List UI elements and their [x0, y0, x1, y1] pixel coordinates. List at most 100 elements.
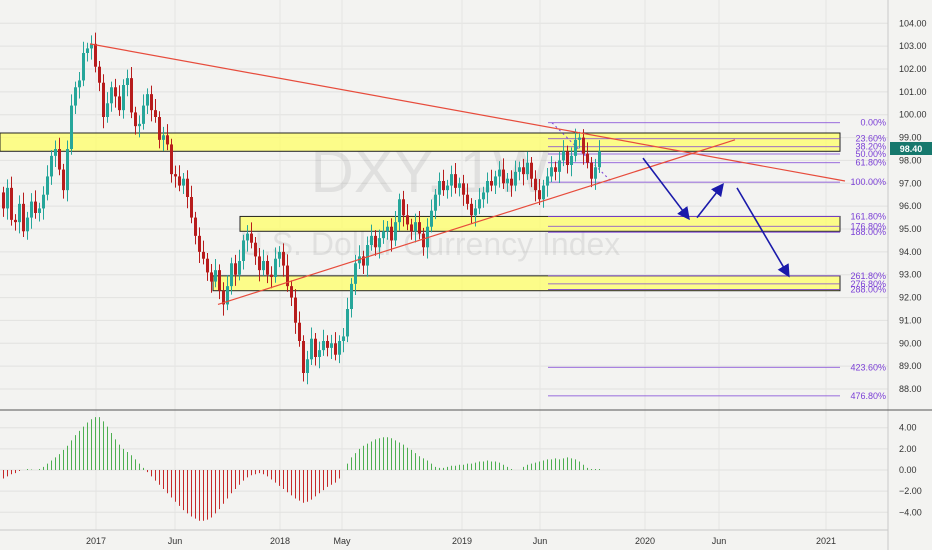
candle-body — [110, 87, 113, 104]
candle-body — [334, 343, 337, 355]
fib-label: 0.00% — [860, 118, 886, 128]
candle-body — [406, 215, 409, 225]
candlestick-series — [2, 32, 601, 385]
candle-body — [254, 242, 257, 257]
fib-label: 188.00% — [850, 227, 886, 237]
candle-body — [314, 338, 317, 357]
histogram-tick-label: −4.00 — [899, 507, 922, 517]
candle-body — [542, 185, 545, 200]
candle-body — [58, 149, 61, 170]
candle-body — [550, 167, 553, 177]
candle-body — [142, 105, 145, 124]
candle-body — [390, 226, 393, 241]
candle-body — [286, 265, 289, 287]
candle-body — [302, 341, 305, 373]
price-tick-label: 104.00 — [899, 18, 927, 28]
candle-body — [122, 85, 125, 111]
fib-label: 23.60% — [855, 134, 886, 144]
fib-label: 176.80% — [850, 221, 886, 231]
candle-body — [246, 233, 249, 241]
candle-body — [446, 185, 449, 191]
candle-body — [410, 224, 413, 232]
fib-label: 100.00% — [850, 177, 886, 187]
candle-body — [454, 174, 457, 188]
candle-body — [150, 94, 153, 111]
price-tick-label: 88.00 — [899, 384, 922, 394]
price-tick-label: 101.00 — [899, 87, 927, 97]
price-tick-label: 91.00 — [899, 315, 922, 325]
price-tick-label: 100.00 — [899, 110, 927, 120]
candle-body — [310, 338, 313, 360]
candle-body — [46, 176, 49, 195]
candle-body — [42, 194, 45, 209]
candle-body — [206, 258, 209, 273]
price-tick-label: 99.00 — [899, 133, 922, 143]
candle-body — [414, 222, 417, 232]
candle-body — [338, 341, 341, 355]
fib-label: 61.80% — [855, 158, 886, 168]
fib-label: 38.20% — [855, 142, 886, 152]
candle-body — [222, 290, 225, 305]
candle-body — [62, 169, 65, 191]
candle-body — [66, 149, 69, 191]
candle-body — [106, 103, 109, 117]
candle-body — [6, 187, 9, 209]
candle-body — [38, 208, 41, 213]
candle-body — [558, 160, 561, 172]
candle-body — [262, 261, 265, 271]
histogram-tick-label: 2.00 — [899, 444, 917, 454]
price-tick-label: 89.00 — [899, 361, 922, 371]
projection-arrow — [736, 187, 790, 278]
time-tick-label: 2021 — [816, 536, 836, 546]
candle-body — [54, 149, 57, 156]
candle-body — [574, 139, 577, 156]
candle-body — [242, 240, 245, 261]
candle-body — [562, 151, 565, 161]
candle-body — [30, 201, 33, 218]
price-tick-label: 92.00 — [899, 293, 922, 303]
time-tick-label: 2019 — [452, 536, 472, 546]
candle-body — [458, 183, 461, 188]
fib-label: 261.80% — [850, 271, 886, 281]
candle-body — [214, 270, 217, 282]
candle-body — [514, 171, 517, 186]
candle-body — [146, 94, 149, 106]
price-tick-label: 96.00 — [899, 201, 922, 211]
histogram-tick-label: 4.00 — [899, 423, 917, 433]
candle-body — [234, 263, 237, 275]
candle-body — [450, 174, 453, 186]
candle-body — [174, 174, 177, 177]
price-tick-label: 95.00 — [899, 224, 922, 234]
candle-body — [178, 176, 181, 186]
candle-body — [94, 43, 97, 67]
fib-label: 50.00% — [855, 149, 886, 159]
candle-body — [270, 274, 273, 277]
time-tick-label: 2018 — [270, 536, 290, 546]
candle-body — [374, 235, 377, 248]
candle-body — [494, 176, 497, 186]
candle-body — [186, 178, 189, 197]
price-tick-label: 90.00 — [899, 338, 922, 348]
projection-arrow — [642, 157, 690, 221]
candle-body — [438, 181, 441, 195]
candle-body — [462, 183, 465, 195]
candle-body — [14, 219, 17, 223]
candle-body — [354, 263, 357, 284]
candle-body — [126, 78, 129, 85]
candle-body — [442, 181, 445, 191]
candle-body — [130, 78, 133, 113]
candle-body — [594, 167, 597, 179]
candle-body — [170, 144, 173, 175]
candle-body — [422, 233, 425, 248]
candle-body — [522, 167, 525, 175]
candle-body — [322, 341, 325, 351]
candle-body — [418, 222, 421, 234]
candle-body — [498, 169, 501, 177]
candle-body — [394, 222, 397, 241]
candle-body — [350, 283, 353, 309]
price-tick-label: 97.00 — [899, 178, 922, 188]
candle-body — [34, 201, 37, 213]
candle-body — [598, 151, 601, 168]
fib-label: 288.00% — [850, 285, 886, 295]
